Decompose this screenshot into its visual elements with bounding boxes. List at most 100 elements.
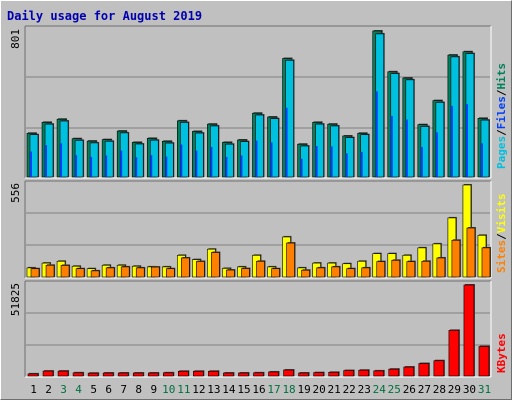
sites-visits-legend-part: Sites: [495, 240, 508, 273]
kbytes-bar: [418, 363, 430, 377]
visits-bar: [436, 257, 446, 278]
visits-bar: [346, 268, 355, 278]
files-bar: [75, 155, 78, 177]
visits-bar: [361, 267, 371, 278]
kbytes-bar: [403, 366, 415, 377]
visits-bar: [196, 261, 205, 278]
files-bar: [375, 91, 378, 177]
kbytes-bar: [463, 284, 475, 377]
kbytes-bar: [223, 372, 234, 377]
visits-bar: [376, 261, 386, 278]
kbytes-bar: [298, 372, 309, 377]
files-bar: [240, 155, 243, 177]
files-bar: [180, 144, 183, 177]
files-bar: [285, 107, 288, 177]
files-bar: [465, 104, 468, 177]
kbytes-bar: [42, 370, 54, 377]
sites-visits-legend-part: Visits: [495, 194, 508, 234]
files-bar: [420, 146, 423, 177]
visits-bar: [60, 265, 70, 278]
kbytes-legend-part: KBytes: [495, 333, 508, 373]
files-bar: [135, 157, 138, 177]
visits-bar: [226, 269, 235, 278]
hits-files-pages-legend-part: Hits: [495, 63, 508, 90]
x-tick-label: 11: [177, 383, 190, 396]
kbytes-bar: [178, 370, 189, 377]
x-tick-label: 17: [267, 383, 280, 396]
x-tick-label: 1: [30, 383, 37, 396]
x-tick-label: 2: [45, 383, 52, 396]
visits-bar: [301, 269, 310, 278]
hits-files-pages-legend-part: Files: [495, 96, 508, 129]
kbytes-bar: [27, 373, 39, 377]
x-tick-label: 30: [463, 383, 476, 396]
kbytes-bar: [373, 370, 385, 377]
kbytes-bar: [283, 369, 294, 377]
kbytes-bar: [87, 372, 99, 377]
files-bar: [45, 145, 48, 177]
files-bar: [405, 119, 408, 177]
files-bar: [300, 158, 303, 177]
x-tick-label: 23: [358, 383, 371, 396]
visits-bar: [481, 247, 491, 278]
kbytes-bar: [147, 372, 159, 377]
kbytes-ymax-label: 51825: [9, 283, 22, 316]
visits-bar: [391, 259, 401, 278]
visits-bar: [241, 268, 250, 278]
hits-files-pages-legend-part: /: [495, 129, 508, 136]
x-tick-label: 3: [60, 383, 67, 396]
x-tick-label: 9: [150, 383, 157, 396]
kbytes-bar: [72, 372, 84, 377]
x-tick-label: 31: [478, 383, 491, 396]
files-bar: [120, 150, 123, 177]
kbytes-bar: [208, 370, 219, 377]
x-tick-label: 29: [448, 383, 461, 396]
kbytes-bar: [238, 372, 249, 377]
files-bar: [60, 143, 63, 177]
x-tick-label: 26: [403, 383, 416, 396]
files-bar: [165, 156, 168, 177]
kbytes-bar: [343, 370, 354, 377]
kbytes-bar: [132, 372, 144, 377]
x-tick-label: 19: [297, 383, 310, 396]
x-tick-label: 24: [373, 383, 387, 396]
visits-bar: [211, 252, 220, 278]
visits-bar: [181, 257, 190, 278]
kbytes-bar: [253, 372, 264, 377]
hits-files-pages-legend-part: Pages: [495, 136, 508, 169]
visits-bar: [286, 242, 295, 278]
x-tick-label: 12: [192, 383, 205, 396]
files-bar: [90, 156, 93, 177]
kbytes-bar: [388, 368, 400, 377]
x-tick-label: 7: [120, 383, 127, 396]
files-bar: [150, 155, 153, 177]
kbytes-bar: [433, 360, 445, 377]
visits-bar: [45, 264, 55, 278]
x-tick-label: 25: [388, 383, 401, 396]
sites-visits-legend-part: /: [495, 233, 508, 240]
hits-files-pages-legend-part: /: [495, 89, 508, 96]
kbytes-legend: KBytes: [495, 333, 508, 373]
x-tick-label: 8: [135, 383, 142, 396]
kbytes-bar: [328, 372, 339, 377]
x-tick-label: 18: [282, 383, 295, 396]
visits-bar: [271, 268, 280, 278]
x-tick-label: 14: [222, 383, 236, 396]
visits-bar: [120, 266, 130, 278]
x-tick-label: 4: [75, 383, 82, 396]
kbytes-bar: [358, 369, 370, 377]
x-tick-label: 27: [418, 383, 431, 396]
files-bar: [195, 150, 198, 177]
x-tick-label: 13: [207, 383, 220, 396]
kbytes-bar: [57, 370, 69, 377]
files-bar: [315, 146, 318, 177]
files-bar: [435, 132, 438, 177]
files-bar: [30, 151, 32, 177]
hits-ymax-label: 801: [9, 29, 22, 49]
visits-bar: [105, 267, 115, 278]
visits-bar: [135, 267, 145, 278]
files-bar: [210, 146, 213, 177]
files-bar: [450, 105, 453, 177]
files-bar: [105, 155, 108, 177]
